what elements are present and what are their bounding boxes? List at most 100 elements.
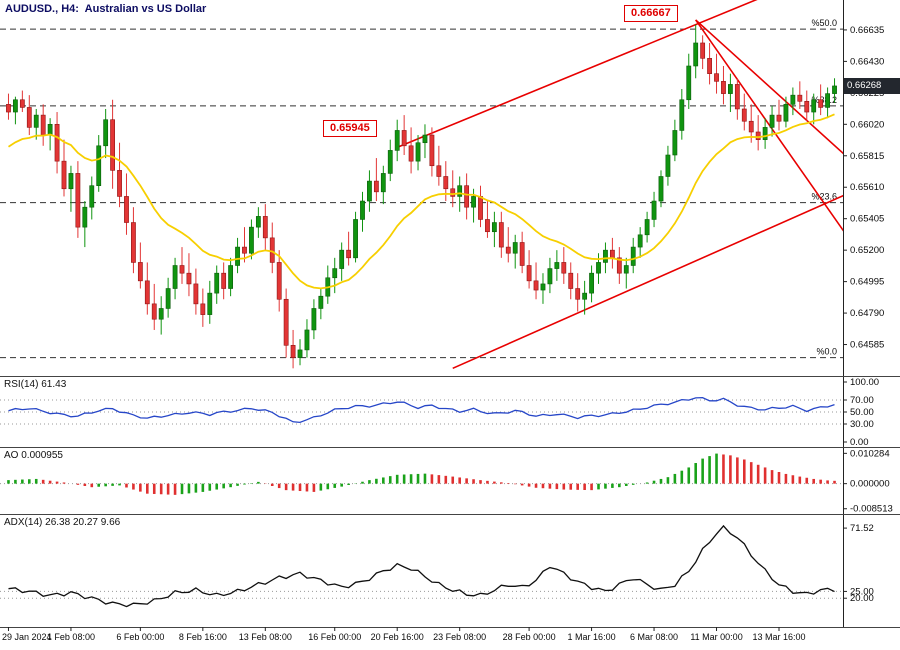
time-tick-label: 29 Jan 2024 [2, 632, 52, 642]
candle-body [734, 84, 740, 110]
time-tick-label: 1 Mar 16:00 [568, 632, 616, 642]
adx-line [8, 524, 835, 608]
candle-body [498, 222, 504, 248]
candle-body [387, 150, 393, 174]
candle-body [526, 265, 532, 282]
candle-body [769, 114, 775, 128]
price-callout-high: 0.66667 [624, 5, 678, 22]
candle-body [505, 246, 511, 254]
adx-axis-label: 20.00 [850, 593, 874, 604]
ao-axis-label: 0.010284 [850, 448, 890, 459]
time-tick-label: 13 Mar 16:00 [752, 632, 805, 642]
ao-name: AO [4, 450, 19, 461]
candle-body [137, 262, 143, 282]
price-tick-label: 0.65815 [850, 151, 884, 162]
adx-axis-label: 25.00 [850, 586, 874, 597]
candle-body [457, 185, 463, 197]
time-tick-label: 6 Feb 00:00 [116, 632, 164, 642]
candle-body [575, 288, 581, 300]
rsi-axis-label: 0.00 [850, 437, 869, 448]
candle-body [165, 288, 171, 309]
candle-body [103, 119, 109, 147]
rsi-value: 61.43 [41, 379, 67, 390]
candle-body [304, 329, 310, 351]
candle-body [471, 196, 476, 208]
rsi-axis-label: 100.00 [850, 377, 879, 388]
candle-body [672, 130, 678, 156]
candle-body [422, 134, 428, 144]
candle-body [554, 262, 560, 269]
candle-body [644, 219, 650, 236]
candle-body [596, 262, 601, 274]
price-tick-label: 0.65610 [850, 182, 884, 193]
candle-body [339, 249, 345, 269]
panel-separators [0, 376, 900, 628]
candle-body [561, 262, 567, 274]
candle-body [589, 272, 594, 294]
candle-body [228, 265, 234, 289]
ma-line [8, 113, 835, 290]
candle-body [151, 303, 157, 320]
candle-body [221, 272, 227, 289]
time-tick-label: 20 Feb 16:00 [371, 632, 424, 642]
candle-body [158, 308, 164, 320]
candle-body [721, 81, 726, 94]
candle-body [728, 84, 733, 94]
candle-body [408, 145, 414, 162]
ao-layer: 0.010284 0.000000 -0.008513 [0, 448, 893, 515]
candle-body [367, 180, 372, 202]
price-tick-label: 0.65405 [850, 214, 884, 225]
candle-body [547, 268, 553, 285]
candle-body [283, 298, 289, 346]
time-tick-label: 8 Feb 16:00 [179, 632, 227, 642]
ao-axis-label: 0.000000 [850, 479, 890, 490]
ao-value: 0.000955 [21, 450, 63, 461]
candle-body [360, 200, 365, 220]
candle-body [6, 104, 11, 113]
candle-body [96, 145, 102, 186]
candle-body [609, 249, 615, 259]
time-tick-label: 6 Mar 08:00 [630, 632, 678, 642]
candle-body [832, 85, 837, 94]
fib-label: %23.6 [811, 192, 837, 202]
candle-body [117, 170, 122, 197]
candle-body [741, 108, 747, 122]
time-tick-label: 1 Feb 08:00 [47, 632, 95, 642]
candle-body [131, 222, 136, 263]
adx-name: ADX(14) [4, 517, 43, 528]
candle-body [485, 219, 490, 233]
adx-value: 26.38 20.27 9.66 [45, 517, 121, 528]
candle-body [346, 249, 352, 259]
candle-body [707, 58, 712, 74]
adx-indicator-label: ADX(14) 26.38 20.27 9.66 [4, 517, 120, 528]
candle-body [401, 130, 407, 147]
candle-body [47, 124, 53, 136]
ao-axis-label: -0.008513 [850, 504, 893, 515]
candle-body [491, 222, 497, 233]
price-tick-label: 0.64790 [850, 308, 884, 319]
candle-body [665, 154, 671, 177]
fib-label: %50.0 [811, 18, 837, 28]
fib-label: %38.2 [811, 95, 837, 105]
ao-indicator-label: AO 0.000955 [4, 450, 63, 461]
price-tick-label: 0.66020 [850, 119, 884, 130]
candle-body [825, 93, 830, 108]
candle-body [332, 268, 338, 279]
candle-body [651, 200, 657, 220]
candle-body [353, 219, 358, 259]
candle-body [519, 242, 525, 266]
candle-body [464, 185, 470, 208]
rsi-name: RSI(14) [4, 379, 39, 390]
candle-body [242, 246, 247, 254]
candle-body [679, 99, 685, 131]
trendline-descending-a [695, 19, 843, 155]
adx-axis-label: 71.52 [850, 523, 874, 534]
candle-body [68, 173, 74, 190]
candle-body [415, 142, 421, 162]
candle-body [276, 262, 282, 300]
candles-layer [6, 24, 837, 369]
candle-body [179, 265, 185, 274]
